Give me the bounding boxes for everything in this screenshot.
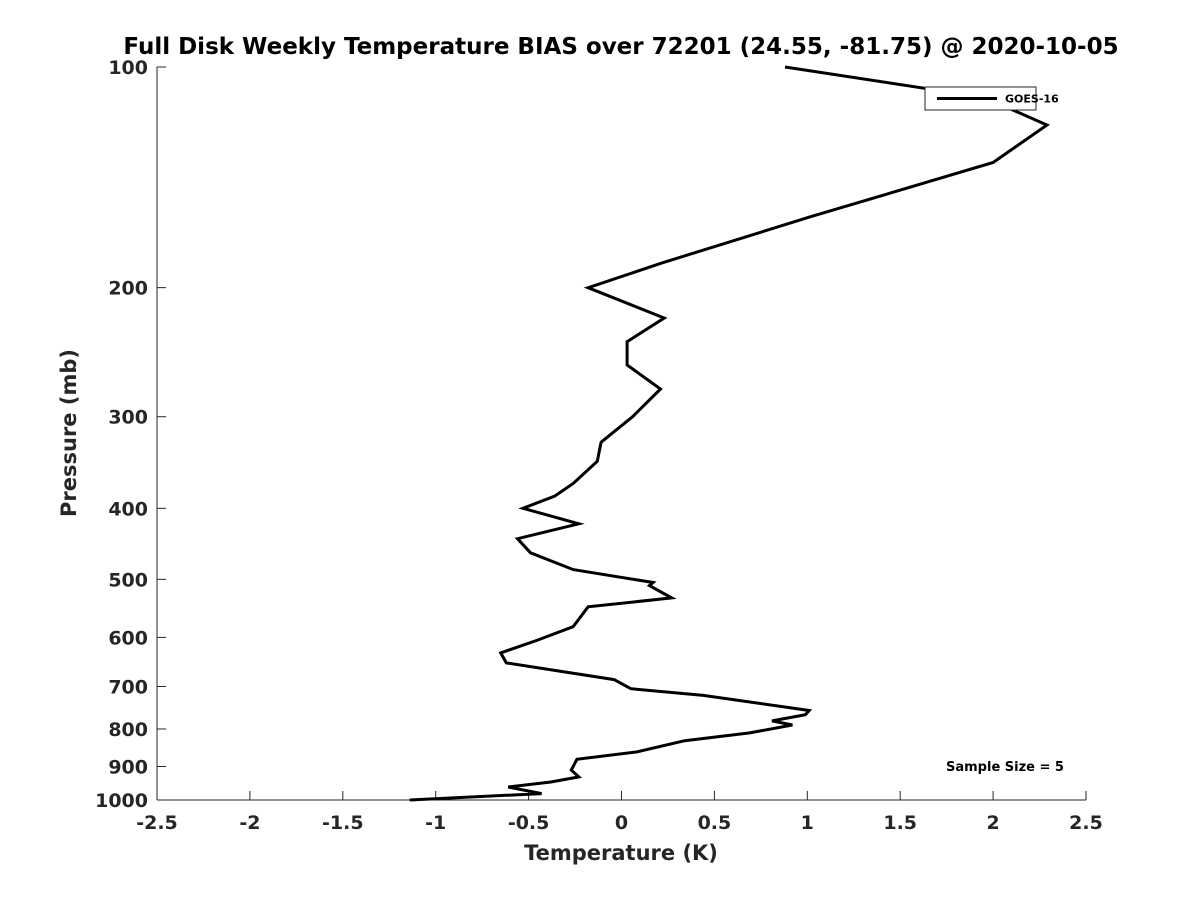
- x-tick-label: -1: [425, 812, 446, 834]
- legend-label-goes-16: GOES-16: [1005, 93, 1059, 106]
- y-axis-label: Pressure (mb): [57, 349, 81, 517]
- x-tick-label: 1.5: [883, 812, 917, 834]
- series-line-goes-16: [409, 65, 1051, 802]
- x-axis-label: Temperature (K): [524, 841, 718, 865]
- legend: GOES-16: [924, 86, 1059, 111]
- x-tick-label: 0: [615, 812, 628, 834]
- y-tick-label: 100: [108, 57, 148, 79]
- axes-layer: -2.5 -2 -1.5 -1 -0.5 0 0.5 1 1.5 2 2.5 100 200 300 400…: [95, 57, 1103, 834]
- y-tick-label: 800: [108, 719, 148, 741]
- y-tick-label: 400: [108, 498, 148, 520]
- sample-size-annotation: Sample Size = 5: [946, 760, 1064, 775]
- x-tick-label: 0.5: [698, 812, 732, 834]
- series-layer: [409, 65, 1051, 802]
- x-tick-label: -1.5: [322, 812, 364, 834]
- y-tick-label: 700: [108, 676, 148, 698]
- x-tick-label: 2.5: [1069, 812, 1103, 834]
- x-tick-label: -2: [239, 812, 260, 834]
- y-tick-label: 300: [108, 407, 148, 429]
- y-tick-label: 900: [108, 756, 148, 778]
- chart-title: Full Disk Weekly Temperature BIAS over 7…: [123, 34, 1118, 60]
- x-tick-label: -2.5: [136, 812, 178, 834]
- plot-area: [157, 67, 1086, 800]
- x-tick-label: 1: [801, 812, 814, 834]
- y-tick-label: 500: [108, 569, 148, 591]
- x-tick-label: 2: [986, 812, 999, 834]
- x-tick-label: -0.5: [508, 812, 550, 834]
- y-tick-label: 200: [108, 278, 148, 300]
- y-tick-label: 600: [108, 627, 148, 649]
- y-tick-label: 1000: [95, 790, 148, 812]
